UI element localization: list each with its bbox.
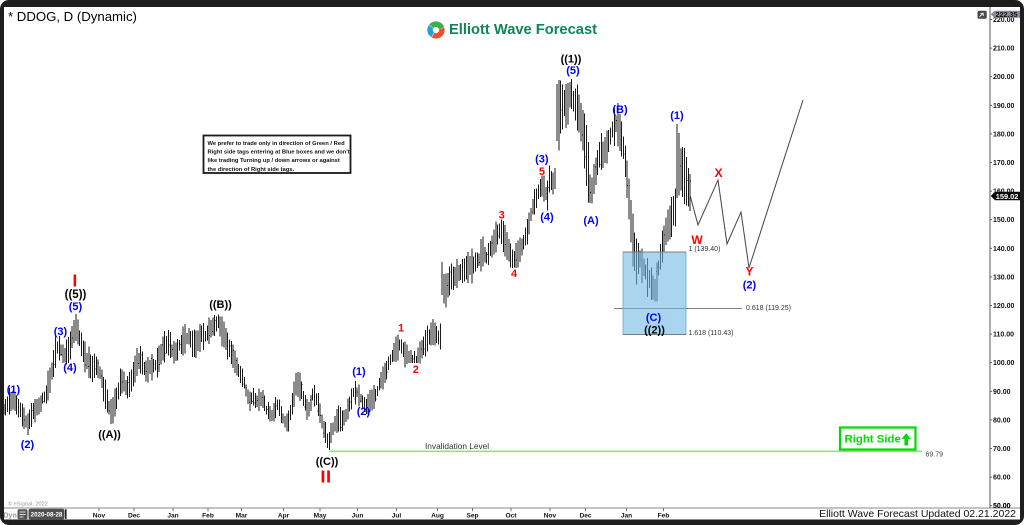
svg-text:180.00: 180.00 — [993, 131, 1015, 138]
svg-text:Dec: Dec — [128, 512, 140, 519]
svg-text:159.02: 159.02 — [996, 192, 1019, 201]
svg-text:2: 2 — [413, 364, 419, 376]
svg-text:220.00: 220.00 — [993, 17, 1015, 24]
svg-text:Invalidation Level: Invalidation Level — [425, 441, 489, 451]
svg-text:4: 4 — [511, 268, 518, 280]
svg-text:210.00: 210.00 — [993, 46, 1015, 53]
svg-text:Jun: Jun — [352, 512, 364, 519]
svg-text:Jul: Jul — [392, 512, 402, 519]
svg-text:like trading Turning up / down: like trading Turning up / down arrows or… — [208, 158, 340, 164]
svg-text:* DDOG, D (Dynamic): * DDOG, D (Dynamic) — [8, 9, 137, 24]
svg-text:150.00: 150.00 — [993, 217, 1015, 224]
svg-text:Dec: Dec — [579, 512, 591, 519]
svg-text:(3): (3) — [54, 326, 68, 338]
svg-text:Elliott Wave Forecast Updated: Elliott Wave Forecast Updated 02.21.2022 — [819, 508, 1016, 520]
svg-text:(4): (4) — [63, 362, 77, 374]
svg-text:((B)): ((B)) — [209, 299, 232, 311]
svg-text:Jan: Jan — [621, 512, 632, 519]
svg-text:1: 1 — [398, 322, 404, 334]
svg-text:We prefer to trade only in dir: We prefer to trade only in direction of … — [208, 141, 346, 147]
svg-text:(5): (5) — [69, 301, 83, 313]
svg-text:May: May — [314, 512, 327, 519]
svg-text:((C)): ((C)) — [316, 456, 339, 468]
svg-text:110.00: 110.00 — [993, 332, 1014, 339]
svg-text:69.79: 69.79 — [926, 452, 944, 459]
svg-text:W: W — [691, 233, 703, 247]
svg-text:Elliott Wave Forecast: Elliott Wave Forecast — [449, 22, 597, 38]
svg-text:((1)): ((1)) — [561, 53, 582, 65]
svg-text:140.00: 140.00 — [993, 246, 1015, 253]
svg-text:1.618 (110.43): 1.618 (110.43) — [689, 330, 734, 337]
svg-text:((5)): ((5)) — [65, 289, 87, 301]
svg-text:Apr: Apr — [278, 512, 290, 519]
svg-text:Feb: Feb — [202, 512, 214, 519]
svg-text:(1): (1) — [7, 384, 21, 396]
svg-text:1 (139.40): 1 (139.40) — [689, 246, 721, 253]
svg-text:(1): (1) — [670, 110, 684, 122]
svg-text:Nov: Nov — [544, 512, 557, 519]
svg-text:Aug: Aug — [431, 512, 444, 519]
svg-text:(A): (A) — [583, 215, 599, 227]
svg-text:50.00: 50.00 — [993, 503, 1011, 510]
svg-text:(2): (2) — [357, 406, 371, 418]
svg-text:Oct: Oct — [506, 512, 518, 519]
svg-text:(3): (3) — [535, 153, 549, 165]
svg-text:(1): (1) — [352, 366, 366, 378]
svg-text:80.00: 80.00 — [993, 417, 1011, 424]
svg-text:((A)): ((A)) — [98, 429, 121, 441]
svg-text:130.00: 130.00 — [993, 274, 1015, 281]
svg-text:(2): (2) — [743, 279, 757, 291]
svg-text:70.00: 70.00 — [993, 446, 1011, 453]
svg-text:the direction of Right side ta: the direction of Right side tags. — [208, 167, 295, 173]
svg-text:60.00: 60.00 — [993, 475, 1011, 482]
svg-text:120.00: 120.00 — [993, 303, 1015, 310]
svg-text:(C): (C) — [646, 312, 662, 324]
svg-text:Right Side: Right Side — [845, 433, 901, 445]
svg-text:Dyn: Dyn — [4, 513, 17, 520]
svg-text:50.00: 50.00 — [993, 503, 1011, 510]
svg-text:(4): (4) — [540, 211, 554, 223]
svg-text:(B): (B) — [612, 104, 628, 116]
svg-text:Y: Y — [745, 265, 753, 279]
svg-text:0.618 (119.25): 0.618 (119.25) — [746, 305, 791, 312]
svg-text:Sep: Sep — [466, 512, 478, 519]
svg-text:90.00: 90.00 — [993, 389, 1011, 396]
svg-text:Mar: Mar — [236, 512, 248, 519]
svg-text:100.00: 100.00 — [993, 360, 1015, 367]
svg-text:Jan: Jan — [167, 512, 178, 519]
svg-text:222.35: 222.35 — [996, 10, 1018, 19]
svg-text:190.00: 190.00 — [993, 103, 1015, 110]
svg-text:Right side tags entering at Bl: Right side tags entering at Blue boxes a… — [208, 150, 350, 156]
svg-text:© eSignal, 2022: © eSignal, 2022 — [8, 501, 48, 508]
svg-text:3: 3 — [499, 209, 505, 221]
svg-text:(5): (5) — [566, 65, 580, 77]
svg-text:Feb: Feb — [658, 512, 670, 519]
svg-text:((2)): ((2)) — [644, 324, 665, 336]
svg-text:5: 5 — [539, 166, 545, 178]
svg-text:(2): (2) — [21, 439, 35, 451]
svg-text:170.00: 170.00 — [993, 160, 1015, 167]
svg-text:2020-08-28: 2020-08-28 — [31, 512, 63, 519]
svg-text:Nov: Nov — [93, 512, 106, 519]
svg-text:X: X — [714, 166, 722, 180]
svg-text:200.00: 200.00 — [993, 74, 1015, 81]
